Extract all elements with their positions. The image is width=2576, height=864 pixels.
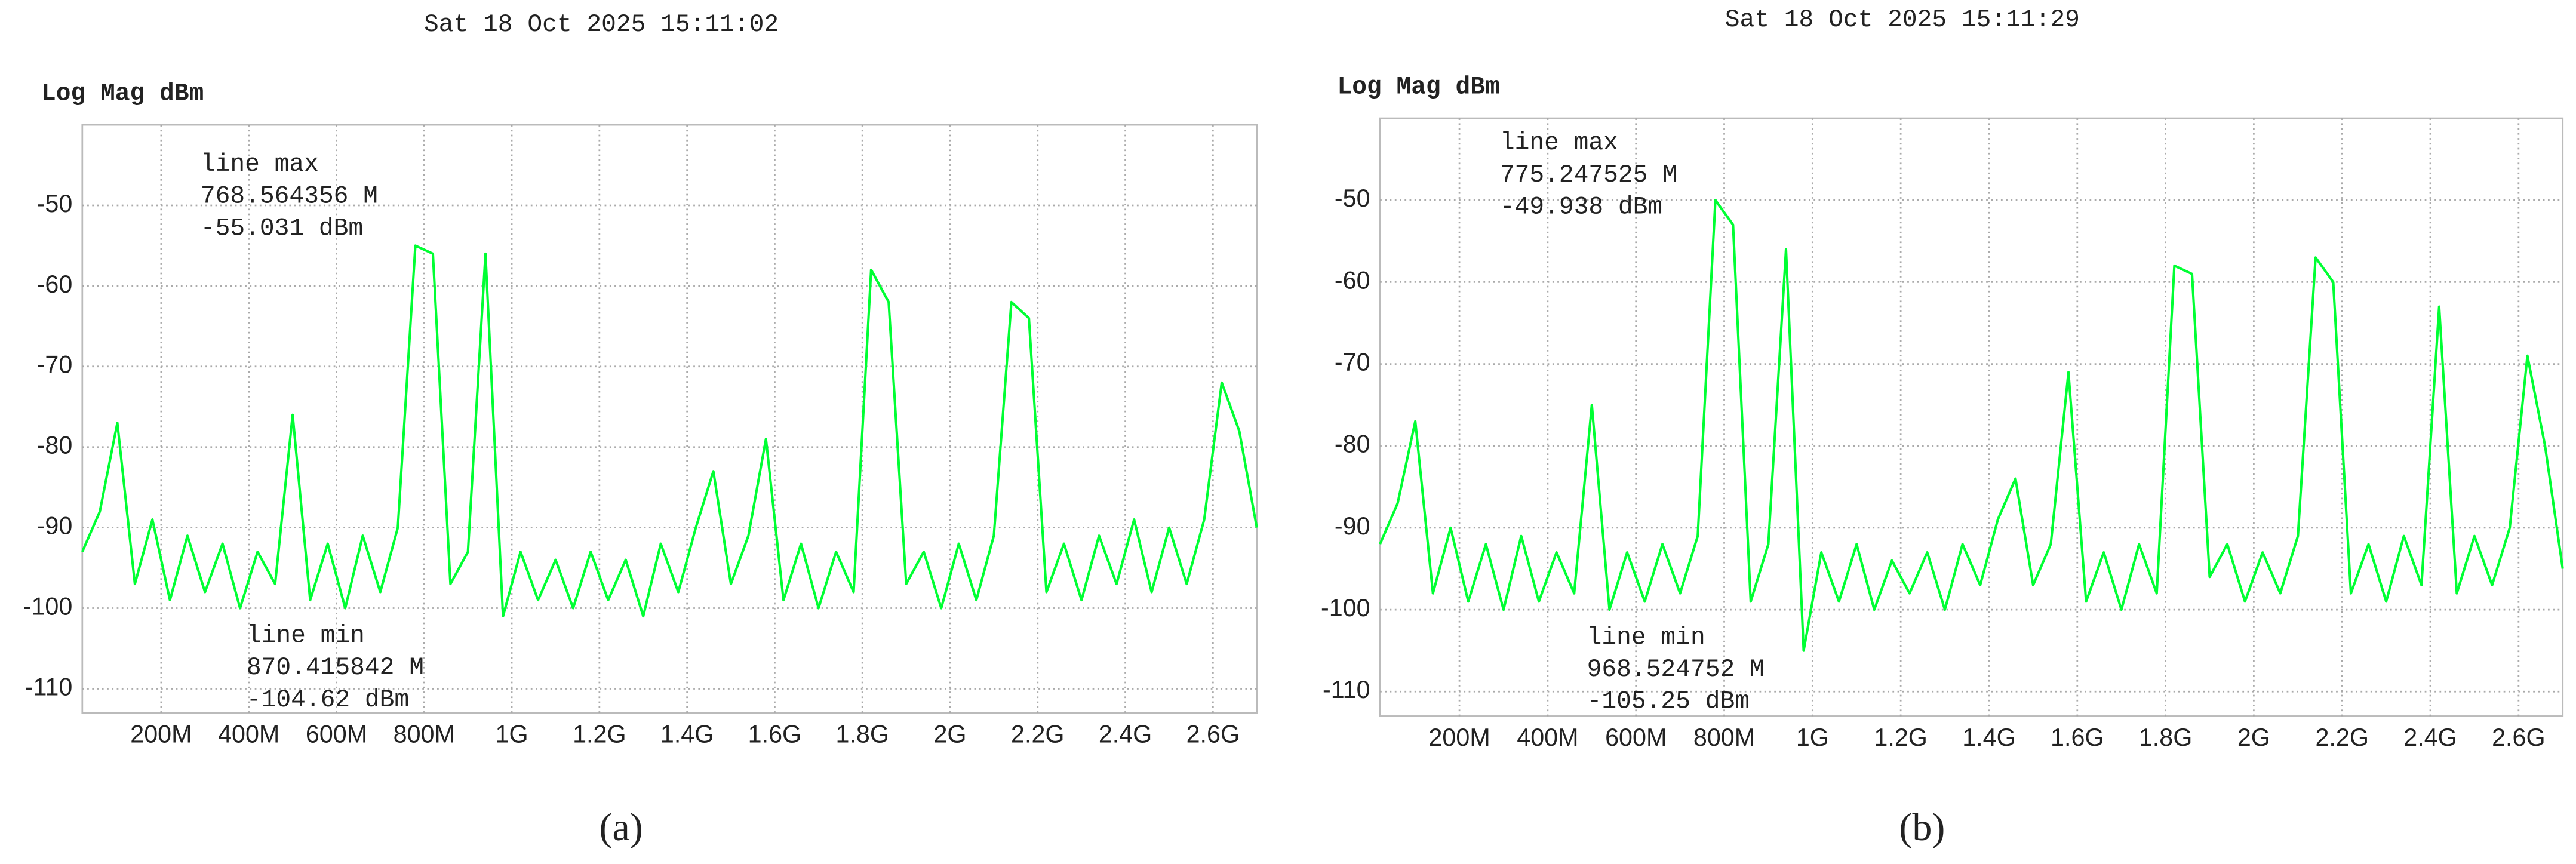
y-tick-label: -70 (1335, 348, 1370, 376)
marker-annotation: 870.415842 M (247, 654, 424, 682)
x-tick-label: 1.2G (573, 720, 626, 748)
spectrum-trace (1379, 199, 2564, 652)
x-tick-label: 2G (933, 720, 966, 748)
x-tick-label: 1.8G (2139, 724, 2192, 751)
marker-annotation: 775.247525 M (1500, 162, 1677, 189)
x-tick-label: 200M (1428, 724, 1490, 751)
marker-annotation: -104.62 dBm (247, 687, 409, 714)
y-tick-label: -50 (1335, 185, 1370, 212)
y-tick-label: -110 (1323, 676, 1370, 703)
x-tick-label: 600M (306, 720, 367, 748)
chart-panel: Sat 18 Oct 2025 15:11:02 Log Mag dBm (a) -1… (23, 11, 1258, 849)
x-tick-label: 200M (130, 720, 192, 748)
x-tick-label: 400M (1517, 724, 1578, 751)
y-tick-label: -60 (1335, 266, 1370, 294)
marker-annotation: -55.031 dBm (201, 215, 363, 242)
marker-annotation: 968.524752 M (1587, 656, 1765, 684)
x-tick-label: 1G (496, 720, 528, 748)
y-tick-label: -50 (37, 190, 73, 217)
x-tick-label: 2.2G (2315, 724, 2368, 751)
x-tick-label: 2G (2237, 724, 2270, 751)
y-tick-label: -80 (1335, 431, 1370, 458)
y-axis-label: Log Mag dBm (1338, 74, 1500, 102)
marker-annotation: -49.938 dBm (1500, 194, 1662, 222)
x-tick-label: 1.2G (1874, 724, 1927, 751)
chart-title: Sat 18 Oct 2025 15:11:02 (424, 11, 779, 39)
x-tick-label: 1.4G (1962, 724, 2015, 751)
x-tick-label: 800M (1693, 724, 1755, 751)
x-tick-label: 2.4G (2403, 724, 2457, 751)
y-tick-label: -70 (37, 351, 73, 379)
spectrum-trace (81, 244, 1258, 618)
x-tick-label: 2.4G (1099, 720, 1152, 748)
x-tick-label: 2.6G (2492, 724, 2545, 751)
chart-title: Sat 18 Oct 2025 15:11:29 (1725, 7, 2080, 34)
x-tick-label: 1G (1796, 724, 1829, 751)
y-axis-label: Log Mag dBm (41, 81, 204, 108)
y-tick-label: -90 (37, 512, 73, 540)
x-tick-label: 1.6G (748, 720, 801, 748)
x-tick-label: 1.4G (660, 720, 714, 748)
x-tick-label: 400M (218, 720, 279, 748)
x-tick-label: 2.2G (1011, 720, 1064, 748)
y-tick-label: -80 (37, 432, 73, 459)
y-tick-label: -110 (25, 673, 73, 700)
caption: (b) (1899, 805, 1945, 849)
y-tick-label: -100 (23, 592, 73, 620)
marker-annotation: line min (1587, 624, 1705, 651)
x-tick-label: 800M (394, 720, 455, 748)
chart-panel: Sat 18 Oct 2025 15:11:29 Log Mag dBm (b) -1… (1321, 7, 2564, 849)
marker-annotation: line max (201, 151, 319, 179)
x-tick-label: 600M (1605, 724, 1667, 751)
x-tick-label: 1.8G (835, 720, 889, 748)
marker-annotation: 768.564356 M (201, 183, 378, 211)
x-tick-label: 2.6G (1186, 720, 1240, 748)
y-tick-label: -60 (37, 270, 73, 298)
plot-frame (81, 124, 1258, 714)
marker-annotation: -105.25 dBm (1587, 688, 1750, 716)
y-tick-label: -90 (1335, 512, 1370, 540)
x-tick-label: 1.6G (2051, 724, 2104, 751)
plot-frame (1379, 117, 2564, 717)
caption: (a) (599, 805, 643, 849)
marker-annotation: line max (1500, 130, 1618, 157)
marker-annotation: line min (247, 623, 365, 650)
y-tick-label: -100 (1321, 594, 1370, 622)
